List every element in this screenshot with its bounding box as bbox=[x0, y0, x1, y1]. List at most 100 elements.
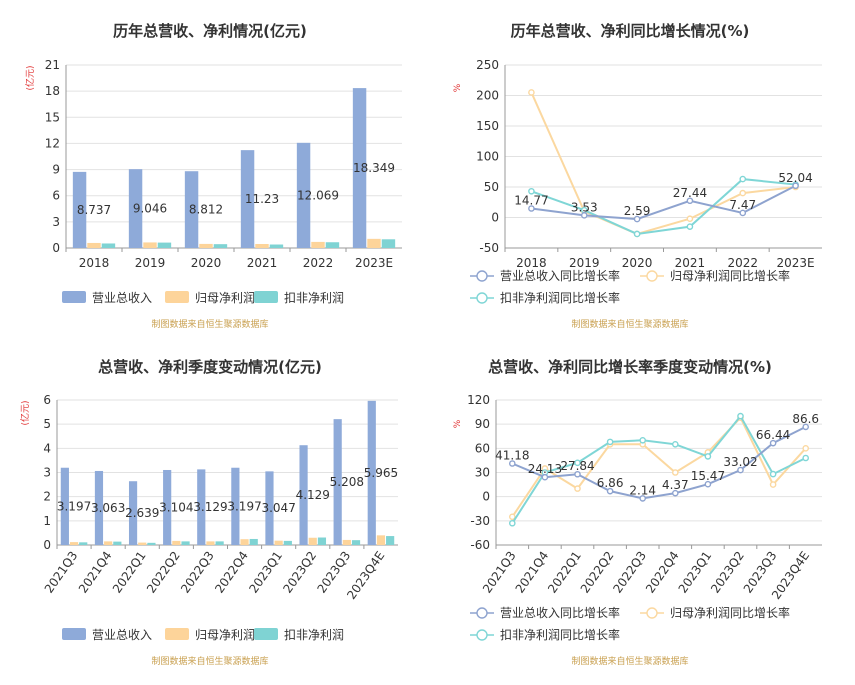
series-point bbox=[704, 453, 712, 460]
bar-parent-profit bbox=[206, 541, 215, 545]
chart-panel-3: 总营收、净利季度变动情况(亿元)(亿元)01234562021Q32021Q42… bbox=[19, 358, 398, 667]
chart-title: 总营收、净利同比增长率季度变动情况(%) bbox=[488, 358, 772, 376]
bar-parent-profit bbox=[367, 238, 381, 248]
legend-swatch bbox=[254, 628, 278, 640]
x-tick-label: 2021 bbox=[247, 256, 278, 270]
y-tick-label: -60 bbox=[470, 538, 490, 552]
legend-label: 扣非净利润 bbox=[284, 628, 344, 642]
legend-marker bbox=[646, 607, 658, 619]
series-point bbox=[739, 175, 747, 183]
series-point bbox=[633, 215, 641, 223]
legend-swatch bbox=[165, 628, 189, 640]
chart-panel-2: 历年总营收、净利同比增长情况(%)% -50 0 50 100 150 200 250 2018… bbox=[453, 22, 822, 330]
x-tick-label: 2021 bbox=[675, 256, 706, 270]
y-tick-label: 3 bbox=[52, 215, 60, 229]
x-tick-label: 2023Q2 bbox=[280, 549, 319, 596]
line-data-label: 86.6 bbox=[792, 412, 819, 426]
bar-parent-profit bbox=[255, 243, 269, 248]
y-tick-label: 1 bbox=[43, 514, 51, 528]
chart-title: 历年总营收、净利情况(亿元) bbox=[113, 22, 307, 40]
series-line-deducted-profit bbox=[531, 178, 796, 236]
bar-data-label: 12.069 bbox=[297, 188, 339, 202]
y-tick-label: 250 bbox=[476, 58, 499, 72]
bar-revenue bbox=[197, 469, 206, 545]
bar-parent-profit bbox=[104, 541, 113, 545]
series-point bbox=[769, 481, 777, 488]
bar-revenue bbox=[299, 445, 308, 545]
y-tick-label: 60 bbox=[475, 441, 490, 455]
y-tick-label: 0 bbox=[52, 241, 60, 255]
series-point bbox=[606, 487, 614, 495]
source-note: 制图数据来自恒生聚源数据库 bbox=[151, 318, 268, 330]
x-tick-label: 2022Q2 bbox=[144, 549, 183, 596]
bar-parent-profit bbox=[274, 540, 283, 545]
bar-revenue bbox=[94, 470, 104, 545]
y-tick-label: 5 bbox=[43, 417, 51, 431]
bar-deducted-profit bbox=[325, 242, 340, 248]
bar-data-label: 11.23 bbox=[245, 192, 279, 206]
bar-data-label: 3.047 bbox=[261, 501, 295, 515]
x-tick-label: 2019 bbox=[569, 256, 600, 270]
series-point bbox=[574, 485, 581, 492]
bar-revenue bbox=[128, 169, 143, 248]
y-tick-label: 0 bbox=[43, 538, 51, 552]
line-data-label: 52.04 bbox=[778, 171, 812, 185]
legend-marker bbox=[646, 270, 658, 282]
bar-revenue bbox=[333, 419, 342, 545]
line-data-label: 14.77 bbox=[514, 193, 548, 207]
line-data-label: 41.18 bbox=[495, 448, 529, 462]
y-tick-label: 4 bbox=[43, 441, 51, 455]
bar-data-label: 5.965 bbox=[364, 466, 398, 480]
y-tick-label: 0 bbox=[482, 490, 490, 504]
bar-revenue bbox=[352, 88, 367, 249]
bar-deducted-profit bbox=[249, 538, 258, 545]
series-point bbox=[739, 209, 747, 217]
line-data-label: 3.53 bbox=[571, 200, 598, 214]
legend-label: 归母净利润 bbox=[195, 628, 255, 642]
line-data-label: 15.47 bbox=[691, 469, 725, 483]
line-data-label: 7.47 bbox=[729, 198, 756, 212]
series-point bbox=[508, 513, 516, 521]
y-axis-unit-label: % bbox=[453, 83, 463, 92]
y-axis-unit-label: (亿元) bbox=[19, 400, 31, 425]
bar-data-label: 8.812 bbox=[189, 203, 223, 217]
line-data-label: 33.02 bbox=[723, 455, 757, 469]
y-tick-label: 100 bbox=[476, 150, 499, 164]
series-point bbox=[672, 469, 679, 476]
bar-revenue bbox=[265, 471, 274, 545]
y-tick-label: 9 bbox=[52, 163, 60, 177]
y-tick-label: 90 bbox=[475, 417, 490, 431]
bar-data-label: 3.197 bbox=[227, 499, 261, 513]
series-point bbox=[686, 215, 694, 223]
y-tick-label: 2 bbox=[43, 490, 51, 504]
bar-revenue bbox=[240, 150, 255, 248]
bar-revenue bbox=[163, 469, 172, 545]
y-tick-label: 120 bbox=[467, 393, 490, 407]
legend-label: 扣非净利润同比增长率 bbox=[500, 290, 620, 305]
series-point bbox=[769, 439, 777, 447]
series-point bbox=[672, 489, 679, 497]
bar-data-label: 3.129 bbox=[193, 500, 227, 514]
series-point bbox=[686, 197, 694, 205]
legend-swatch bbox=[254, 291, 278, 303]
bar-parent-profit bbox=[376, 535, 386, 545]
y-tick-label: 21 bbox=[45, 58, 60, 72]
legend-swatch bbox=[165, 291, 189, 303]
series-point bbox=[528, 187, 535, 195]
x-tick-label: 2022Q1 bbox=[110, 549, 149, 596]
x-tick-label: 2019 bbox=[135, 256, 166, 270]
source-note: 制图数据来自恒生聚源数据库 bbox=[571, 318, 688, 330]
bar-deducted-profit bbox=[101, 243, 116, 248]
line-data-label: 24.13 bbox=[528, 462, 562, 476]
legend-label: 归母净利润 bbox=[195, 291, 255, 305]
bar-parent-profit bbox=[138, 542, 147, 545]
y-tick-label: 200 bbox=[476, 89, 499, 103]
series-point bbox=[704, 480, 712, 488]
bar-data-label: 9.046 bbox=[133, 202, 167, 216]
bar-deducted-profit bbox=[269, 244, 284, 248]
y-tick-label: 6 bbox=[43, 393, 51, 407]
legend-label: 扣非净利润 bbox=[284, 291, 344, 305]
bar-parent-profit bbox=[69, 542, 79, 545]
bar-revenue bbox=[231, 467, 240, 545]
